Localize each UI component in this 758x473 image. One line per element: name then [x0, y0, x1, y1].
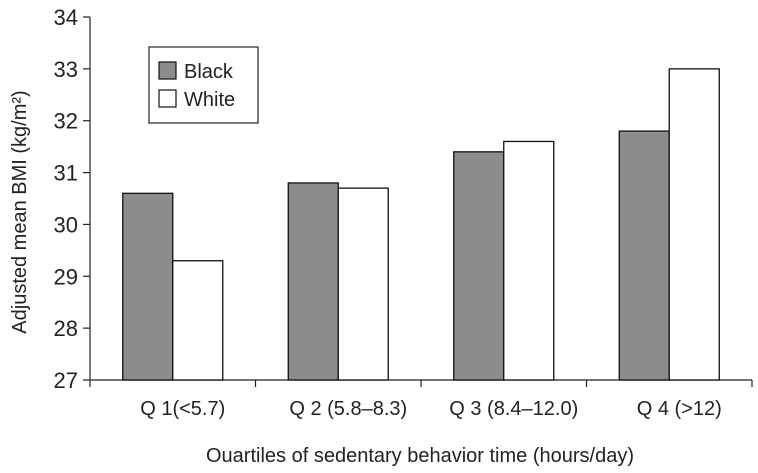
x-tick-label: Q 4 (>12)	[637, 398, 722, 420]
bars	[122, 68, 720, 381]
bar-white-1	[172, 260, 224, 381]
bar-black-1	[122, 192, 174, 381]
y-tick-label: 28	[54, 316, 78, 341]
legend-label-black: Black	[184, 61, 234, 83]
y-tick-label: 32	[54, 109, 78, 134]
y-axis-title: Adjusted mean BMI (kg/m²)	[9, 90, 31, 333]
y-tick-label: 31	[54, 161, 78, 186]
legend-box	[148, 46, 259, 124]
x-tick-label: Q 3 (8.4–12.0)	[449, 398, 578, 420]
bar-black-3	[453, 151, 505, 381]
legend-swatch-black	[158, 61, 177, 80]
legend: Black White	[148, 46, 259, 124]
bar-white-3	[503, 140, 555, 381]
bar-white-2	[337, 187, 389, 381]
y-tick-label: 27	[54, 368, 78, 393]
x-tick-label: Q 1(<5.7)	[140, 398, 225, 420]
y-tick-label: 33	[54, 57, 78, 82]
bar-black-2	[287, 182, 339, 381]
x-axis: Q 1(<5.7) Q 2 (5.8–8.3) Q 3 (8.4–12.0) Q 4 …	[89, 379, 753, 420]
y-axis: 27 28 29 30 31 32 33 34	[54, 5, 91, 393]
x-axis-title: Ouartiles of sedentary behavior time (ho…	[206, 445, 634, 467]
y-tick-label: 30	[54, 212, 78, 237]
legend-swatch-white	[158, 89, 177, 108]
y-tick-label: 29	[54, 264, 78, 289]
y-tick-label: 34	[54, 5, 78, 30]
bar-white-4	[668, 68, 720, 381]
legend-label-white: White	[184, 89, 235, 111]
bar-black-4	[618, 130, 670, 381]
x-tick-label: Q 2 (5.8–8.3)	[289, 398, 407, 420]
